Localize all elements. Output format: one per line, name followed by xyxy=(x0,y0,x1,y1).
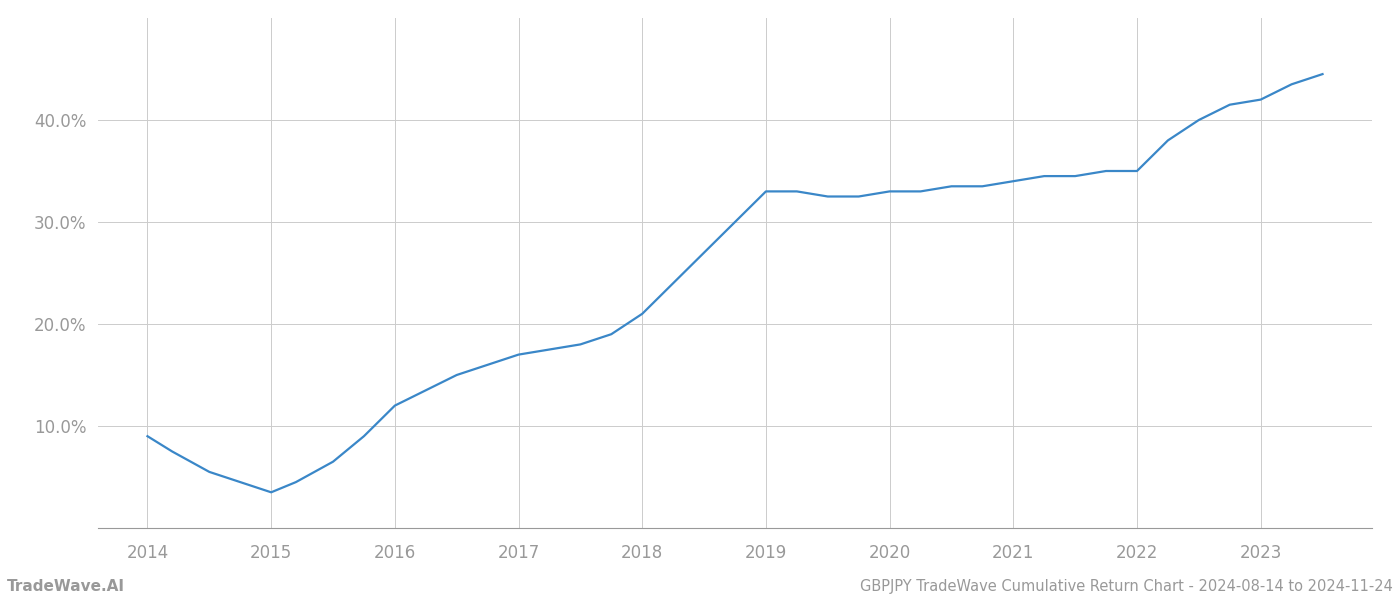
Text: GBPJPY TradeWave Cumulative Return Chart - 2024-08-14 to 2024-11-24: GBPJPY TradeWave Cumulative Return Chart… xyxy=(860,579,1393,594)
Text: TradeWave.AI: TradeWave.AI xyxy=(7,579,125,594)
